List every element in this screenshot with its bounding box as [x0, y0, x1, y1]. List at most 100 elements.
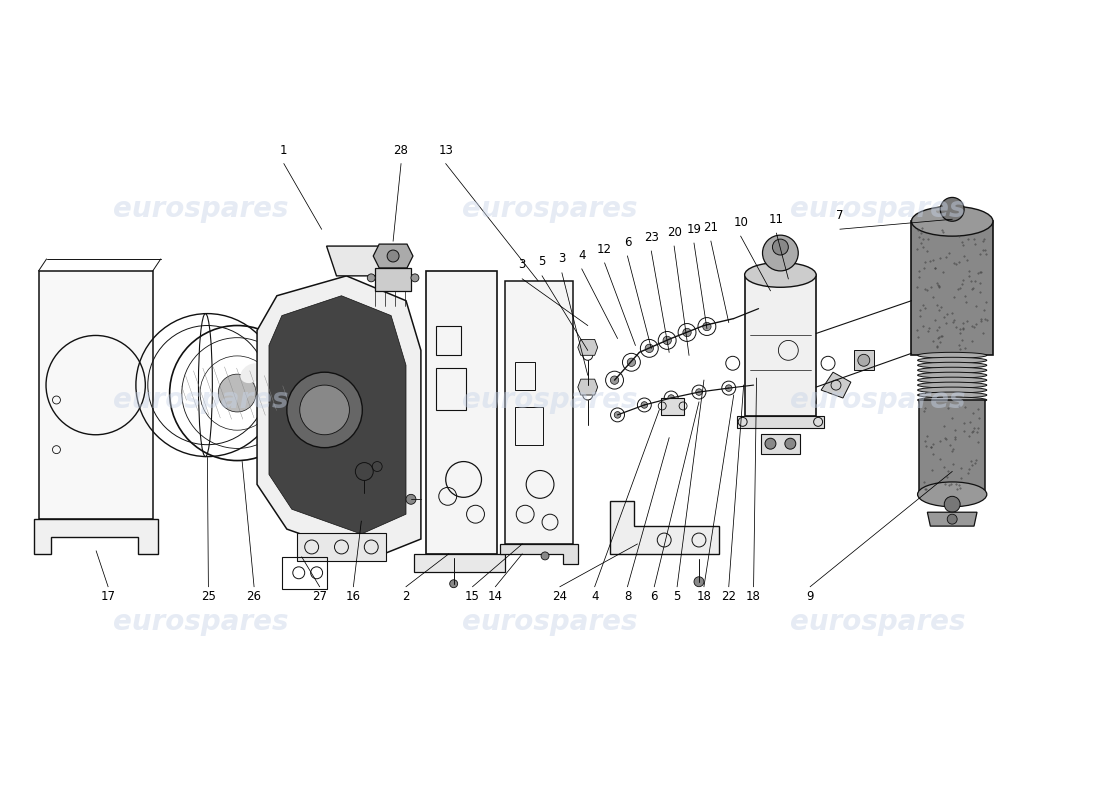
Text: eurospares: eurospares: [112, 195, 288, 223]
Text: 15: 15: [465, 590, 480, 603]
Ellipse shape: [917, 377, 987, 383]
Text: 24: 24: [552, 590, 568, 603]
Circle shape: [287, 372, 362, 448]
Text: 28: 28: [394, 144, 408, 158]
Text: eurospares: eurospares: [462, 386, 638, 414]
Circle shape: [772, 239, 789, 255]
Circle shape: [703, 322, 711, 330]
Text: eurospares: eurospares: [790, 609, 966, 637]
Text: eurospares: eurospares: [462, 609, 638, 637]
Circle shape: [785, 438, 795, 449]
Bar: [745, 275, 816, 416]
Circle shape: [541, 552, 549, 560]
Circle shape: [668, 394, 674, 402]
Bar: [737, 416, 824, 428]
Text: 3: 3: [518, 258, 526, 271]
Polygon shape: [373, 244, 412, 268]
Text: 2: 2: [403, 590, 410, 603]
Text: 11: 11: [769, 213, 784, 226]
Polygon shape: [39, 271, 153, 519]
Ellipse shape: [241, 363, 264, 383]
Circle shape: [610, 376, 618, 384]
Bar: [436, 326, 461, 355]
Circle shape: [762, 235, 799, 271]
Circle shape: [218, 374, 256, 412]
Circle shape: [947, 514, 957, 524]
Circle shape: [764, 438, 776, 449]
Bar: [760, 434, 800, 454]
Text: 27: 27: [312, 590, 327, 603]
Polygon shape: [257, 276, 421, 559]
Text: 16: 16: [345, 590, 361, 603]
Circle shape: [299, 385, 350, 434]
Circle shape: [627, 358, 636, 366]
Text: eurospares: eurospares: [790, 195, 966, 223]
Ellipse shape: [917, 362, 987, 368]
Ellipse shape: [917, 397, 987, 403]
Circle shape: [944, 496, 960, 512]
Polygon shape: [500, 544, 578, 564]
Text: 1: 1: [280, 144, 287, 158]
Circle shape: [683, 328, 691, 337]
Ellipse shape: [917, 392, 987, 398]
Ellipse shape: [917, 352, 987, 358]
Text: 9: 9: [806, 590, 814, 603]
Polygon shape: [661, 398, 684, 415]
Polygon shape: [854, 350, 873, 370]
Text: 18: 18: [696, 590, 712, 603]
Polygon shape: [34, 519, 157, 554]
Text: 26: 26: [246, 590, 262, 603]
Text: 25: 25: [201, 590, 216, 603]
Text: 18: 18: [746, 590, 761, 603]
Circle shape: [940, 198, 964, 222]
Text: 13: 13: [438, 144, 453, 158]
Text: eurospares: eurospares: [790, 386, 966, 414]
Ellipse shape: [917, 387, 987, 393]
Polygon shape: [609, 502, 718, 554]
Circle shape: [663, 336, 671, 345]
Text: 3: 3: [558, 253, 565, 266]
Ellipse shape: [917, 372, 987, 378]
Ellipse shape: [745, 262, 816, 287]
Circle shape: [387, 250, 399, 262]
Circle shape: [641, 402, 648, 408]
Bar: [426, 271, 497, 554]
Text: 4: 4: [591, 590, 598, 603]
Bar: [297, 533, 386, 561]
Ellipse shape: [917, 367, 987, 373]
Text: 19: 19: [686, 222, 702, 236]
Polygon shape: [578, 379, 597, 395]
Text: 10: 10: [734, 216, 748, 229]
Ellipse shape: [912, 206, 993, 236]
Text: 6: 6: [624, 236, 631, 249]
Bar: [436, 368, 465, 410]
Circle shape: [645, 344, 653, 353]
Polygon shape: [270, 296, 406, 534]
Circle shape: [450, 580, 458, 588]
Circle shape: [694, 577, 704, 586]
Text: 7: 7: [836, 209, 844, 222]
Text: 23: 23: [644, 230, 659, 244]
Text: 4: 4: [578, 249, 585, 262]
Text: 17: 17: [100, 590, 116, 603]
Bar: [282, 557, 327, 589]
Text: 8: 8: [624, 590, 631, 603]
Polygon shape: [375, 268, 411, 290]
Circle shape: [858, 354, 870, 366]
Text: 5: 5: [673, 590, 681, 603]
Text: 14: 14: [488, 590, 503, 603]
Polygon shape: [578, 339, 597, 355]
Polygon shape: [821, 372, 851, 398]
Text: eurospares: eurospares: [112, 609, 288, 637]
Bar: [515, 407, 543, 445]
Circle shape: [614, 412, 620, 418]
Text: 12: 12: [597, 242, 612, 255]
Polygon shape: [327, 246, 406, 276]
Text: 5: 5: [538, 255, 546, 269]
Circle shape: [367, 274, 375, 282]
Ellipse shape: [917, 482, 987, 506]
Circle shape: [726, 385, 732, 391]
Circle shape: [406, 494, 416, 504]
Polygon shape: [414, 554, 505, 572]
Text: eurospares: eurospares: [462, 195, 638, 223]
